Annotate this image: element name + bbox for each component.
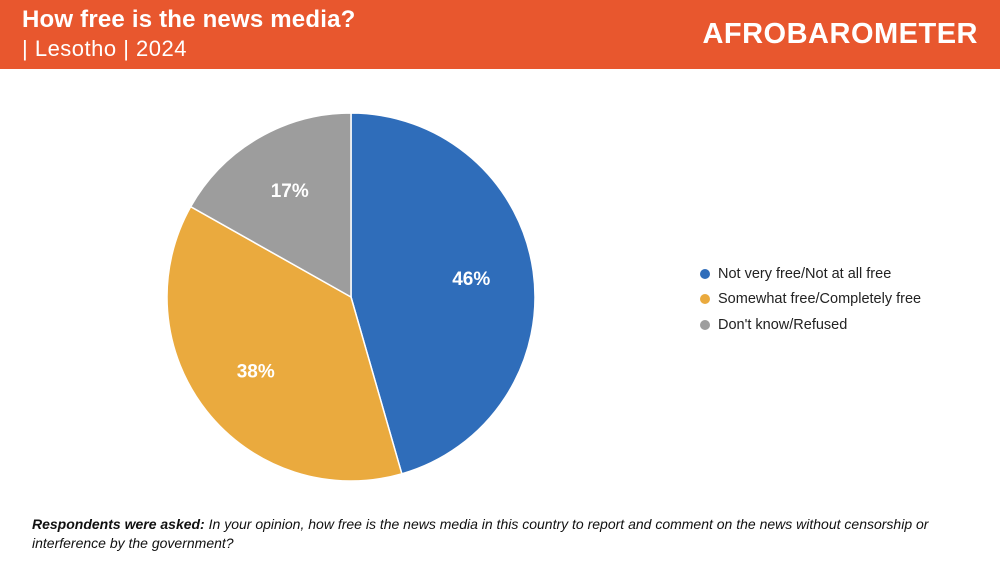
question-lead: Respondents were asked: — [32, 516, 205, 532]
legend-marker-2 — [700, 319, 710, 330]
pie-slice-1 — [166, 205, 403, 482]
header-bar: How free is the news media? | Lesotho | … — [0, 0, 1000, 69]
legend-item-0: Not very free/Not at all free — [700, 261, 921, 287]
pie-slice-2 — [189, 112, 352, 299]
legend-marker-1 — [700, 294, 710, 305]
question-text: In your opinion, how free is the news me… — [32, 516, 929, 551]
pie-chart: 46% 38% 17% — [166, 112, 536, 482]
legend-label-1: Somewhat free/Completely free — [718, 291, 922, 308]
legend-label-2: Don't know/Refused — [718, 316, 848, 333]
legend-item-1: Somewhat free/Completely free — [700, 287, 921, 313]
pie-slice-label-0: 46% — [452, 269, 490, 290]
pie-slice-label-2: 17% — [271, 181, 309, 202]
legend-item-2: Don't know/Refused — [700, 312, 921, 338]
page-subtitle: | Lesotho | 2024 — [22, 36, 187, 61]
chart-legend: Not very free/Not at all free Somewhat fr… — [700, 261, 921, 338]
page-title: How free is the news media? — [22, 6, 356, 33]
pie-slice-label-1: 38% — [237, 361, 275, 382]
legend-marker-0 — [700, 268, 710, 279]
question-note: Respondents were asked: In your opinion,… — [32, 515, 972, 553]
brand-logo: AFROBAROMETER — [702, 18, 978, 50]
pie-slice-0 — [350, 112, 536, 475]
legend-label-0: Not very free/Not at all free — [718, 265, 892, 282]
